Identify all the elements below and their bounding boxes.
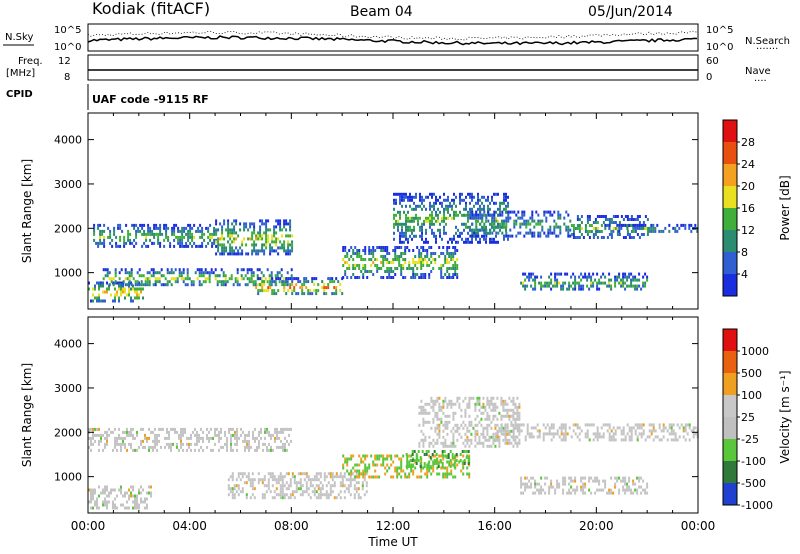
nsky-tick-bottom: 10^0 bbox=[54, 42, 81, 53]
velocity-ytick-label: 3000 bbox=[54, 382, 82, 395]
velocity-colorbar-tick-label: -1000 bbox=[741, 499, 773, 512]
power-ytick-label: 2000 bbox=[54, 222, 82, 235]
velocity-ytick-label: 1000 bbox=[54, 471, 82, 484]
power-echo-band bbox=[93, 223, 218, 248]
power-ylabel: Slant Range [km] bbox=[20, 159, 34, 263]
power-colorbar-tick-label: 16 bbox=[741, 202, 755, 215]
velocity-colorbar-tick-label: 100 bbox=[741, 389, 762, 402]
nsearch-dots: ······· bbox=[756, 44, 778, 55]
nave-tick-top: 60 bbox=[706, 56, 719, 67]
power-colorbar-segment bbox=[723, 274, 737, 296]
velocity-xtick-label: 16:00 bbox=[477, 519, 512, 533]
velocity-colorbar-segment bbox=[723, 395, 737, 417]
xlabel: Time UT bbox=[367, 535, 418, 549]
nsearch-line bbox=[87, 30, 698, 41]
power-ytick-label: 3000 bbox=[54, 178, 82, 191]
power-colorbar-tick-label: 12 bbox=[741, 224, 755, 237]
velocity-colorbar-tick-label: -500 bbox=[741, 477, 766, 490]
velocity-colorbar-segment bbox=[723, 373, 737, 395]
velocity-ytick-label: 2000 bbox=[54, 426, 82, 439]
velocity-colorbar-tick-label: 25 bbox=[741, 411, 755, 424]
power-colorbar-tick-label: 28 bbox=[741, 136, 755, 149]
freq-label: Freq. bbox=[18, 56, 43, 67]
power-colorbar-tick-label: 8 bbox=[741, 246, 748, 259]
power-colorbar-segment bbox=[723, 164, 737, 186]
beam-title: Beam 04 bbox=[350, 4, 413, 20]
velocity-colorbar-segment bbox=[723, 329, 737, 351]
velocity-xtick-label: 00:00 bbox=[71, 519, 106, 533]
velocity-colorbar-segment bbox=[723, 417, 737, 439]
velocity-echo-band bbox=[405, 450, 470, 468]
power-echo-band bbox=[215, 219, 294, 256]
freq-unit-label: [MHz] bbox=[6, 68, 35, 79]
power-colorbar-segment bbox=[723, 252, 737, 274]
velocity-colorbar-label: Velocity [m s⁻¹] bbox=[778, 370, 792, 463]
velocity-ytick-label: 4000 bbox=[54, 338, 82, 351]
cpid-label: CPID bbox=[6, 89, 33, 100]
nsearch-tick-top: 10^5 bbox=[706, 25, 733, 36]
velocity-echo-band bbox=[227, 472, 368, 500]
power-ytick-label: 1000 bbox=[54, 267, 82, 280]
power-colorbar-tick-label: 24 bbox=[741, 158, 755, 171]
velocity-echo-band bbox=[88, 485, 152, 510]
velocity-xtick-label: 08:00 bbox=[274, 519, 309, 533]
power-colorbar-segment bbox=[723, 230, 737, 252]
power-colorbar-segment bbox=[723, 120, 737, 142]
nsearch-label: N.Search bbox=[745, 36, 790, 47]
nave-dots: ···· bbox=[754, 76, 767, 87]
power-echo-band bbox=[100, 268, 293, 287]
power-colorbar-segment bbox=[723, 208, 737, 230]
power-colorbar-label: Power [dB] bbox=[778, 175, 792, 240]
velocity-colorbar: 1000 500 100 25 -25 -100 -500 -1000 Velocity [m … bbox=[722, 328, 792, 512]
velocity-colorbar-tick-label: -100 bbox=[741, 455, 766, 468]
nsky-line bbox=[87, 35, 698, 46]
nsky-trace bbox=[87, 30, 698, 46]
nave-tick-bottom: 0 bbox=[706, 72, 712, 83]
velocity-colorbar-tick-label: 500 bbox=[741, 367, 762, 380]
power-echo-band bbox=[596, 223, 699, 233]
power-echo-band bbox=[88, 281, 144, 303]
velocity-colorbar-segment bbox=[723, 351, 737, 373]
power-colorbar-segment bbox=[723, 142, 737, 164]
velocity-echo-band bbox=[494, 423, 699, 442]
velocity-ylabel: Slant Range [km] bbox=[20, 363, 34, 467]
velocity-xtick-label: 00:00 bbox=[681, 519, 716, 533]
power-colorbar-tick-label: 20 bbox=[741, 180, 755, 193]
velocity-colorbar-segment bbox=[723, 461, 737, 483]
power-colorbar: 28 24 20 16 12 8 4 Power [dB] bbox=[722, 119, 792, 297]
velocity-echo-band bbox=[520, 476, 649, 495]
date-title: 05/Jun/2014 bbox=[588, 4, 673, 20]
power-plot-area bbox=[88, 113, 698, 309]
power-ytick-label: 4000 bbox=[54, 134, 82, 147]
power-panel: 4000 3000 2000 1000 Slant Range [km] bbox=[20, 112, 699, 310]
velocity-xtick-label: 12:00 bbox=[376, 519, 411, 533]
freq-panel-frame bbox=[87, 54, 699, 81]
velocity-colorbar-segment bbox=[723, 439, 737, 461]
velocity-panel: 4000 3000 2000 1000 Slant Range [km] 00:00 04:… bbox=[20, 316, 716, 549]
velocity-echo-band bbox=[88, 427, 292, 452]
velocity-plot-area bbox=[88, 317, 698, 513]
freq-tick-bottom: 8 bbox=[64, 72, 70, 83]
velocity-echo-band bbox=[418, 396, 521, 448]
station-title: Kodiak (fitACF) bbox=[92, 0, 210, 18]
power-echo-band bbox=[253, 277, 344, 296]
velocity-colorbar-segment bbox=[723, 483, 737, 505]
power-echo-band bbox=[342, 246, 459, 279]
nsky-panel-frame bbox=[87, 23, 699, 52]
nsearch-tick-bottom: 10^0 bbox=[706, 42, 733, 53]
power-echo-band bbox=[469, 210, 572, 238]
power-colorbar-tick-label: 4 bbox=[741, 268, 748, 281]
nsky-label: N.Sky bbox=[5, 32, 33, 43]
velocity-colorbar-tick-label: 1000 bbox=[741, 345, 769, 358]
velocity-xtick-label: 20:00 bbox=[579, 519, 614, 533]
nsky-tick-top: 10^5 bbox=[54, 25, 81, 36]
nave-label: Nave bbox=[745, 66, 771, 77]
power-echo-band bbox=[520, 272, 649, 291]
velocity-colorbar-tick-label: -25 bbox=[741, 433, 759, 446]
power-colorbar-segment bbox=[723, 186, 737, 208]
cpid-text: UAF code -9115 RF bbox=[92, 93, 209, 106]
freq-tick-top: 12 bbox=[58, 56, 71, 67]
velocity-xtick-label: 04:00 bbox=[172, 519, 207, 533]
